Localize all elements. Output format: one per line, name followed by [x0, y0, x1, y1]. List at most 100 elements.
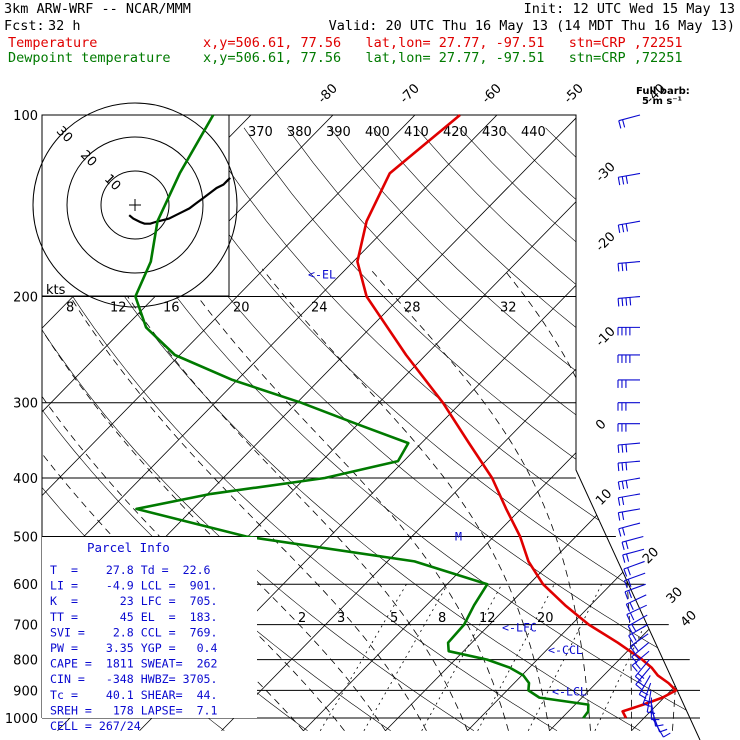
moist-adiabat-line — [369, 268, 591, 731]
parcel-info-background — [42, 537, 257, 718]
isotherm-label: -60 — [479, 81, 505, 107]
wind-barb-flag — [617, 463, 620, 472]
parcel-info-row: K = 23 LFC = 705. — [50, 594, 218, 608]
mixing-ratio-label: 20 — [537, 611, 554, 626]
wind-barb-flag — [622, 527, 626, 536]
theta-e-label: 16 — [163, 301, 180, 316]
hodograph-trace — [128, 177, 231, 225]
wind-barb-flag — [625, 462, 628, 471]
wind-barb-flag — [635, 684, 643, 691]
mixing-ratio-line — [363, 584, 448, 731]
moist-adiabat-line — [53, 268, 427, 731]
mixing-ratio-line — [319, 584, 407, 731]
dry-adiabat-line — [718, 128, 740, 731]
parcel-info-row: T = 27.8 Td = 22.6 — [50, 563, 211, 577]
isotherm-label: -20 — [593, 229, 619, 255]
wind-barb-flag — [618, 120, 622, 129]
wind-barb-flag — [621, 176, 625, 185]
wind-barb-flag — [625, 223, 629, 232]
wind-barb-flag — [629, 612, 635, 621]
wind-barb-staff — [651, 704, 657, 727]
pressure-label: 900 — [13, 684, 38, 699]
wind-barb-staff — [618, 460, 641, 464]
isotherm-label: -10 — [593, 324, 619, 350]
isotherm-line — [631, 115, 700, 732]
wind-barb-staff — [623, 560, 645, 570]
pressure-label: 1000 — [5, 712, 38, 727]
level-marker-label: <-EL — [308, 267, 336, 281]
dry-adiabat-line — [545, 127, 700, 732]
mixing-ratio-label: 5 — [390, 611, 398, 626]
temperature-location: x,y=506.61, 77.56 lat,lon= 27.77, -97.51… — [203, 35, 683, 51]
wind-barb-flag — [629, 646, 636, 654]
isotherm-line — [713, 102, 740, 731]
wind-barb-flag — [628, 635, 634, 643]
wind-barb-flag — [663, 732, 671, 738]
temperature-trace — [356, 114, 678, 719]
wind-barb-flag — [644, 699, 653, 704]
level-marker-label: <-LFC — [502, 620, 537, 634]
mixing-ratio-label: 2 — [298, 611, 306, 626]
moist-adiabat-line — [261, 268, 550, 731]
dewpoint-trace — [134, 114, 590, 719]
wind-barb-staff — [618, 493, 641, 499]
wind-barb-flag — [621, 444, 624, 453]
wind-barb-flag — [617, 177, 621, 186]
isotherm-label: -70 — [397, 81, 423, 107]
wind-barb-flag — [617, 298, 620, 307]
wind-barb-flag — [659, 728, 668, 733]
isotherm-line — [221, 115, 700, 732]
theta-label: 370 — [248, 125, 273, 140]
isotherm-label: 30 — [664, 584, 686, 606]
wind-barb-staff — [618, 477, 641, 483]
barb-legend-unit: 5 m s⁻¹ — [642, 96, 682, 107]
hodograph-axis-label: kts — [46, 283, 66, 298]
init-time: Init: 12 UTC Wed 15 May 13 — [523, 1, 735, 17]
parcel-m-marker: M — [455, 529, 462, 543]
isotherm-line — [303, 115, 700, 732]
dry-adiabat-line — [329, 127, 700, 732]
dry-adiabat-line — [71, 127, 700, 732]
wind-barb-flag — [625, 603, 631, 612]
wind-barb-flag — [617, 263, 620, 272]
wind-barb-flag — [623, 568, 628, 577]
wind-barb-staff — [622, 548, 645, 556]
barb-legend-title: Full barb: — [636, 86, 690, 97]
wind-barb-flag — [617, 512, 621, 521]
wind-barb-flag — [637, 681, 645, 688]
hodograph-ring — [32, 102, 238, 308]
wind-barb-staff — [624, 583, 646, 593]
wind-barb-flag — [625, 480, 629, 489]
isotherm-line — [467, 115, 700, 732]
wind-barb-staff — [626, 594, 647, 605]
wind-barb-flag — [618, 528, 622, 537]
wind-barb-staff — [628, 624, 649, 637]
wind-barb-flag — [634, 653, 641, 661]
wind-barb-flag — [647, 711, 656, 715]
pressure-label: 100 — [13, 109, 38, 124]
isotherm-label: -80 — [315, 81, 341, 107]
wind-barb-flag — [631, 665, 638, 672]
wind-barb-flag — [622, 119, 626, 128]
parcel-info-row: SVI = 2.8 CCL = 769. — [50, 625, 218, 639]
moist-adiabat-line — [177, 268, 509, 731]
wind-barb-flag — [626, 614, 631, 622]
wind-barb-flag — [629, 297, 632, 306]
pressure-label: 400 — [13, 472, 38, 487]
wind-barb-flag — [634, 662, 641, 670]
dry-adiabat-line — [588, 127, 700, 732]
dry-adiabat-line — [243, 127, 700, 732]
wind-barb-flag — [627, 567, 631, 576]
wind-barb-flag — [622, 554, 626, 563]
forecast-label: Fcst: — [4, 18, 45, 34]
theta-label: 400 — [365, 125, 390, 140]
wind-barb-flag — [631, 633, 637, 641]
theta-label: 440 — [521, 125, 546, 140]
wind-barb-flag — [628, 590, 633, 599]
pressure-label: 500 — [13, 530, 38, 545]
wind-barb-staff — [618, 261, 641, 265]
isotherm-label: 10 — [593, 486, 615, 508]
pressure-label: 600 — [13, 578, 38, 593]
wind-barb-flag — [617, 444, 620, 454]
isotherm-line — [385, 115, 700, 732]
